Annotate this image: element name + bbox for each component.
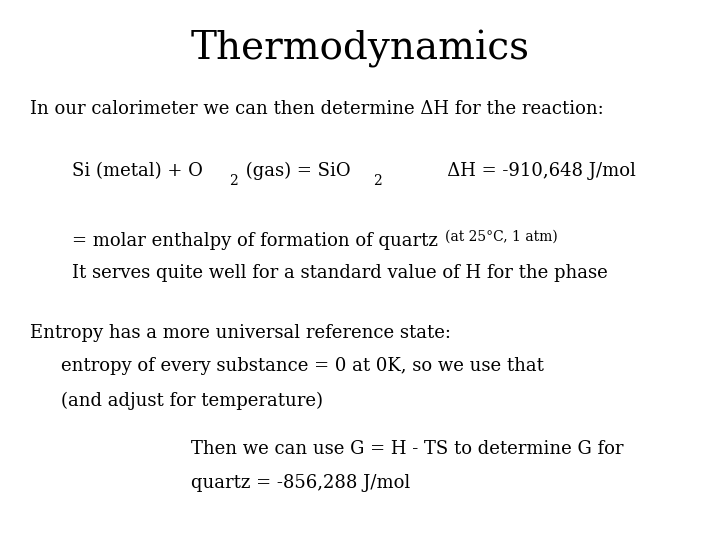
Text: 2: 2 xyxy=(229,174,238,188)
Text: Thermodynamics: Thermodynamics xyxy=(191,30,529,68)
Text: 2: 2 xyxy=(373,174,382,188)
Text: Then we can use G = H - TS to determine G for: Then we can use G = H - TS to determine … xyxy=(191,440,624,458)
Text: It serves quite well for a standard value of H for the phase: It serves quite well for a standard valu… xyxy=(72,264,608,281)
Text: = molar enthalpy of formation of quartz: = molar enthalpy of formation of quartz xyxy=(72,232,444,250)
Text: Entropy has a more universal reference state:: Entropy has a more universal reference s… xyxy=(30,324,451,342)
Text: (and adjust for temperature): (and adjust for temperature) xyxy=(61,392,323,410)
Text: ΔH = -910,648 J/mol: ΔH = -910,648 J/mol xyxy=(407,162,636,180)
Text: In our calorimeter we can then determine ΔH for the reaction:: In our calorimeter we can then determine… xyxy=(30,100,604,118)
Text: quartz = -856,288 J/mol: quartz = -856,288 J/mol xyxy=(191,474,410,492)
Text: Si (metal) + O: Si (metal) + O xyxy=(72,162,203,180)
Text: (at 25°C, 1 atm): (at 25°C, 1 atm) xyxy=(445,230,558,244)
Text: entropy of every substance = 0 at 0K, so we use that: entropy of every substance = 0 at 0K, so… xyxy=(61,357,544,375)
Text: (gas) = SiO: (gas) = SiO xyxy=(240,162,351,180)
